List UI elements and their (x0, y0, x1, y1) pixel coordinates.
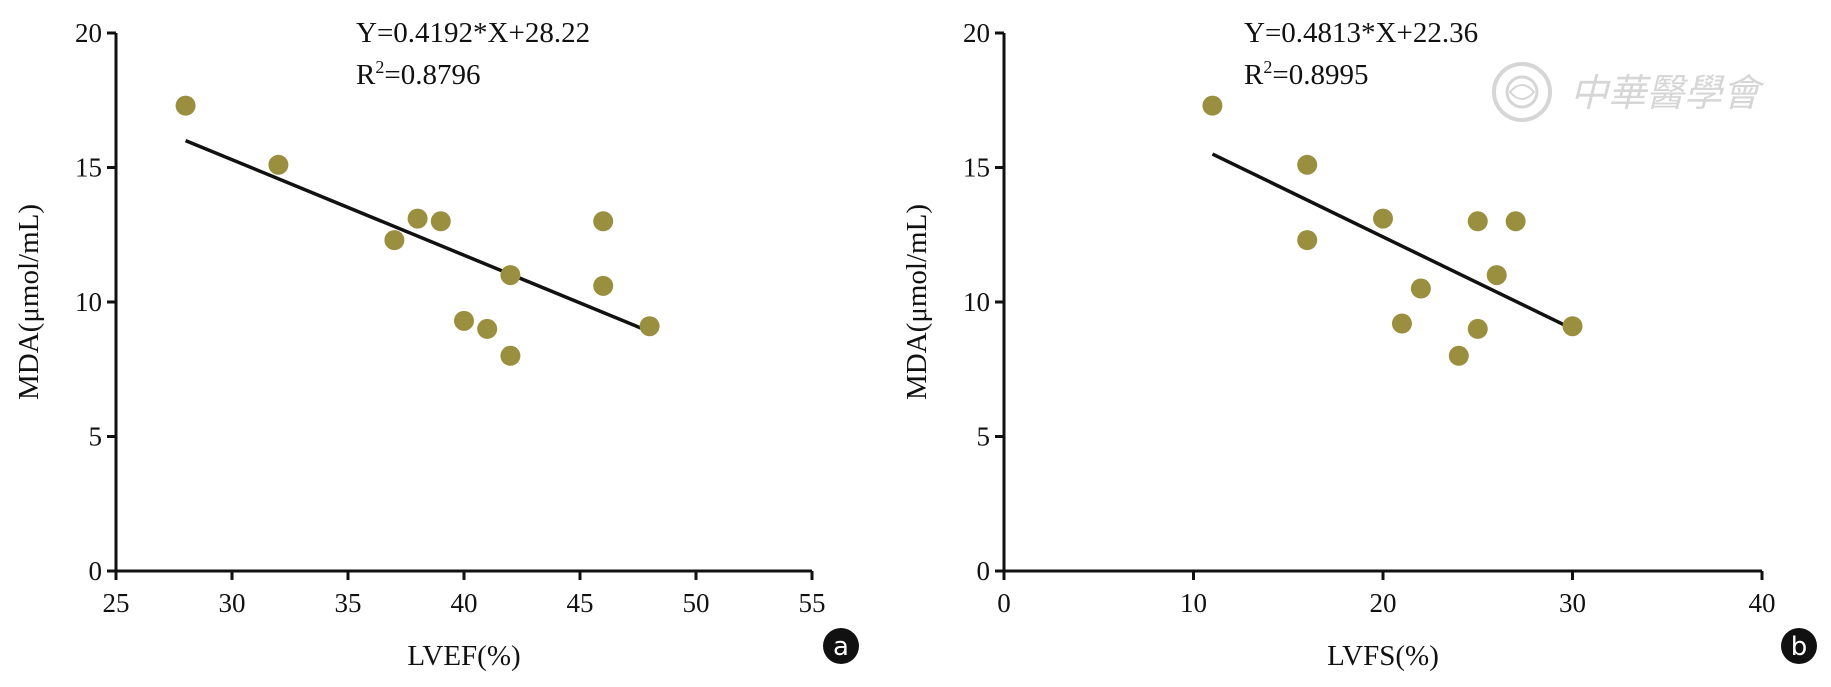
data-point (407, 208, 428, 229)
data-point (1505, 211, 1526, 232)
r-squared-label: R2=0.8796 (356, 57, 480, 91)
y-tick-label: 10 (75, 287, 102, 317)
watermark-seal-icon (1492, 62, 1552, 122)
y-tick-label: 0 (977, 556, 991, 586)
data-point (1297, 230, 1318, 251)
data-point (268, 154, 289, 175)
data-point (593, 211, 614, 232)
data-point (477, 318, 498, 339)
watermark: 中華醫學會 (1492, 62, 1765, 122)
r-squared-prefix: R (356, 59, 376, 91)
x-tick-label: 20 (1370, 588, 1397, 618)
x-tick-label: 30 (1559, 588, 1586, 618)
data-point (1467, 211, 1488, 232)
panel-badge (1781, 628, 1817, 664)
chart-panel-a: 0 5 10 15 20 25 30 35 40 45 50 55 LVEF(%) MDA(μmol/mL… (13, 17, 859, 672)
y-tick-label: 15 (963, 153, 990, 183)
data-point (500, 345, 521, 366)
y-axis-title: MDA(μmol/mL) (13, 204, 45, 400)
y-tick-label: 10 (963, 287, 990, 317)
y-tick-label: 15 (75, 153, 102, 183)
r-squared-value: =0.8995 (1272, 59, 1368, 91)
x-tick-label: 50 (683, 588, 710, 618)
data-point (1202, 95, 1223, 116)
y-tick-label: 20 (963, 18, 990, 48)
x-tick-label: 10 (1180, 588, 1207, 618)
x-axis-title: LVEF(%) (407, 640, 520, 672)
data-point (1391, 313, 1412, 334)
regression-line (1211, 152, 1574, 331)
x-axis-title: LVFS(%) (1327, 640, 1439, 672)
x-tick-label: 40 (451, 588, 478, 618)
data-point (1448, 345, 1469, 366)
x-tick-label: 45 (567, 588, 594, 618)
y-tick-label: 0 (89, 556, 103, 586)
r-squared-value: =0.8796 (384, 59, 480, 91)
r-squared-superscript: 2 (375, 57, 384, 77)
data-point (500, 265, 521, 286)
r-squared-superscript: 2 (1263, 57, 1272, 77)
y-tick-label: 20 (75, 18, 102, 48)
x-tick-label: 35 (335, 588, 362, 618)
x-tick-label: 25 (103, 588, 130, 618)
data-point (1467, 318, 1488, 339)
r-squared-prefix: R (1244, 59, 1264, 91)
panel-badge (823, 628, 859, 664)
regression-equation: Y=0.4192*X+28.22 (356, 17, 590, 49)
watermark-text: 中華醫學會 (1570, 71, 1765, 115)
x-tick-label: 40 (1749, 588, 1776, 618)
x-tick-label: 30 (219, 588, 246, 618)
data-point (430, 211, 451, 232)
y-tick-label: 5 (89, 422, 103, 452)
y-tick-label: 5 (977, 422, 991, 452)
x-tick-label: 0 (997, 588, 1011, 618)
r-squared-label: R2=0.8995 (1244, 57, 1368, 91)
x-tick-label: 55 (799, 588, 826, 618)
panel-badge-label: b (1791, 632, 1808, 662)
y-axis-title: MDA(μmol/mL) (901, 204, 933, 400)
data-point (1373, 208, 1393, 229)
data-point (384, 230, 405, 251)
data-point (175, 95, 196, 116)
data-point (593, 275, 614, 296)
data-point (639, 316, 660, 337)
data-point (1297, 154, 1318, 175)
chart-panel-b: 0 5 10 15 20 0 10 20 30 40 LVFS(%) MDA(μmol/mL) Y=0.… (901, 17, 1817, 672)
data-point (1410, 278, 1431, 299)
regression-equation: Y=0.4813*X+22.36 (1244, 17, 1478, 49)
data-point (1486, 265, 1507, 286)
data-point (454, 310, 474, 331)
panel-badge-label: a (833, 632, 849, 662)
data-point (1562, 316, 1583, 337)
regression-line (184, 138, 651, 334)
